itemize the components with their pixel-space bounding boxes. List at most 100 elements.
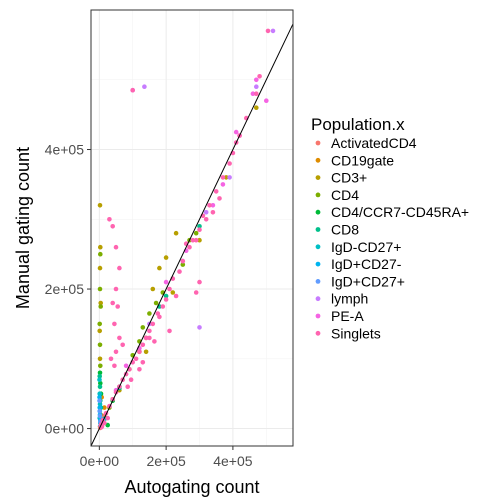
- data-point: [97, 391, 102, 397]
- data-point: [97, 377, 102, 383]
- data-point: [197, 227, 202, 232]
- data-point: [97, 203, 103, 208]
- data-point: [130, 87, 135, 93]
- data-point: [177, 269, 182, 274]
- data-point: [197, 224, 202, 229]
- data-point: [97, 328, 102, 334]
- data-point: [160, 304, 166, 309]
- legend-label: CD4/CCR7-CD45RA+: [331, 204, 469, 220]
- legend-label: lymph: [331, 291, 368, 307]
- data-point: [98, 304, 103, 309]
- y-tick-label: 0e+00: [45, 421, 85, 437]
- data-point: [98, 244, 103, 250]
- identity-reference-line: [90, 23, 294, 447]
- legend-key: [315, 330, 321, 336]
- legend-label: Singlets: [331, 325, 381, 341]
- data-point: [193, 237, 199, 243]
- legend-key: [315, 175, 321, 181]
- legend-label: CD8: [331, 222, 359, 238]
- legend-key: [315, 244, 321, 250]
- data-point: [97, 370, 103, 376]
- data-point: [137, 367, 142, 372]
- data-point: [210, 210, 216, 215]
- data-point: [97, 342, 103, 348]
- y-tick-label: 2e+05: [45, 281, 85, 297]
- data-point: [97, 373, 102, 379]
- x-axis-title: Autogating count: [124, 477, 259, 497]
- data-point: [117, 265, 122, 271]
- data-point: [180, 258, 186, 264]
- data-point: [110, 224, 115, 229]
- legend-key: [315, 261, 321, 267]
- data-point: [213, 189, 219, 194]
- data-point: [143, 349, 149, 355]
- legend-label: CD19gate: [331, 152, 394, 168]
- data-point: [220, 175, 226, 180]
- legend-key: [315, 209, 321, 215]
- x-tick-label: 2e+05: [146, 453, 186, 469]
- minor-gridlines: [91, 10, 293, 446]
- data-point: [253, 105, 259, 110]
- data-point: [207, 203, 212, 208]
- legend-label: CD3+: [331, 170, 367, 186]
- legend-key: [315, 227, 321, 232]
- data-point: [115, 304, 120, 309]
- data-point: [97, 384, 103, 390]
- data-point: [197, 325, 202, 330]
- data-point: [147, 328, 152, 334]
- data-point: [170, 290, 176, 295]
- data-point: [147, 311, 152, 316]
- legend-key: [315, 140, 321, 146]
- data-point: [197, 237, 202, 243]
- data-point: [152, 339, 157, 344]
- data-point: [203, 210, 209, 215]
- data-point: [108, 356, 114, 362]
- data-point: [97, 398, 102, 404]
- data-point: [190, 237, 196, 243]
- legend-label: IgD+CD27+: [331, 273, 405, 289]
- data-point: [107, 217, 112, 222]
- data-point: [264, 98, 269, 103]
- data-point: [193, 230, 199, 236]
- legend-key: [315, 157, 321, 163]
- data-point: [117, 335, 122, 341]
- data-point: [163, 279, 169, 285]
- data-point: [113, 286, 119, 292]
- data-point: [105, 422, 110, 428]
- y-tick-label: 4e+05: [45, 142, 85, 158]
- y-axis-title: Manual gating count: [13, 147, 33, 309]
- data-point: [123, 363, 129, 369]
- data-point: [217, 196, 222, 201]
- legend-key: [315, 279, 321, 284]
- data-point: [112, 321, 117, 327]
- data-point: [233, 129, 239, 135]
- data-points: [97, 28, 276, 431]
- legend-label: ActivatedCD4: [331, 135, 417, 151]
- data-point: [140, 342, 146, 348]
- data-point: [187, 244, 192, 250]
- data-point: [223, 175, 229, 180]
- legend-title: Population.x: [311, 115, 405, 134]
- data-point: [147, 335, 152, 341]
- legend-key: [315, 296, 321, 302]
- data-point: [102, 405, 107, 410]
- legend-label: IgD-CD27+: [331, 239, 401, 255]
- data-point: [257, 74, 262, 79]
- legend-key: [315, 192, 321, 198]
- data-point: [102, 420, 107, 426]
- data-point: [97, 394, 102, 400]
- data-point: [180, 262, 186, 267]
- legend-label: CD4: [331, 187, 359, 203]
- data-point: [265, 28, 271, 34]
- data-point: [270, 28, 276, 34]
- data-point: [97, 408, 102, 414]
- data-point: [137, 349, 142, 355]
- data-point: [227, 175, 232, 180]
- panel-border: [90, 9, 294, 447]
- data-point: [113, 349, 119, 355]
- y-axis-ticks: 0e+00 2e+05 4e+05: [45, 142, 91, 437]
- data-point: [98, 380, 103, 386]
- legend: Population.x ActivatedCD4CD19gateCD3+CD4…: [311, 115, 469, 341]
